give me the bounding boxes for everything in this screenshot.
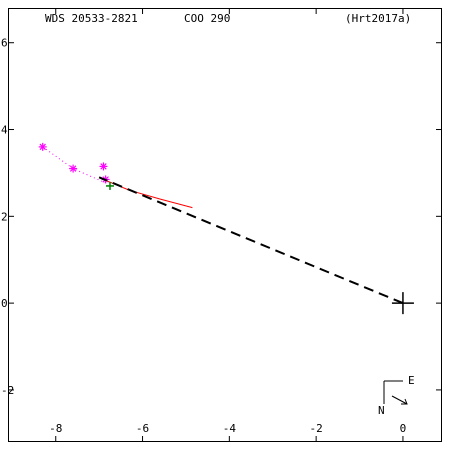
asterisk-stroke [100, 163, 107, 170]
y-tick-label: 0 [1, 297, 8, 310]
y-tick-label: -2 [1, 384, 14, 397]
plot-frame [8, 8, 442, 442]
x-tick-label: -8 [49, 422, 62, 435]
asterisk-stroke [39, 143, 46, 151]
observation-point [38, 142, 47, 151]
compass-arrow-shaft [391, 395, 408, 405]
observation-point [69, 164, 78, 173]
y-tick-label: 6 [1, 37, 8, 50]
y-tick-label: 4 [1, 124, 8, 137]
compass-east-label: E [408, 374, 415, 387]
header-reference: (Hrt2017a) [345, 12, 411, 25]
compass-north-label: N [378, 404, 385, 417]
axis-ticks: -8 -6 -4 -2 0 6 4 2 0 -2 [1, 8, 442, 442]
line-of-nodes [98, 176, 404, 305]
x-tick-label: -6 [136, 422, 149, 435]
primary-star [391, 292, 414, 315]
orientation-compass: E N [378, 374, 415, 417]
motion-dotted-path [42, 146, 109, 185]
observation-point [99, 162, 108, 171]
plus-point [105, 181, 114, 190]
header-wds-id: WDS 20533-2821 [45, 12, 138, 25]
x-tick-label: -4 [223, 422, 237, 435]
x-tick-label: 0 [400, 422, 407, 435]
data-marks [38, 142, 414, 315]
y-tick-label: 2 [1, 210, 8, 223]
compass-arrow-head [401, 398, 408, 405]
x-tick-label: -2 [310, 422, 323, 435]
header-observer: COO 290 [184, 12, 230, 25]
asterisk-stroke [69, 165, 77, 172]
